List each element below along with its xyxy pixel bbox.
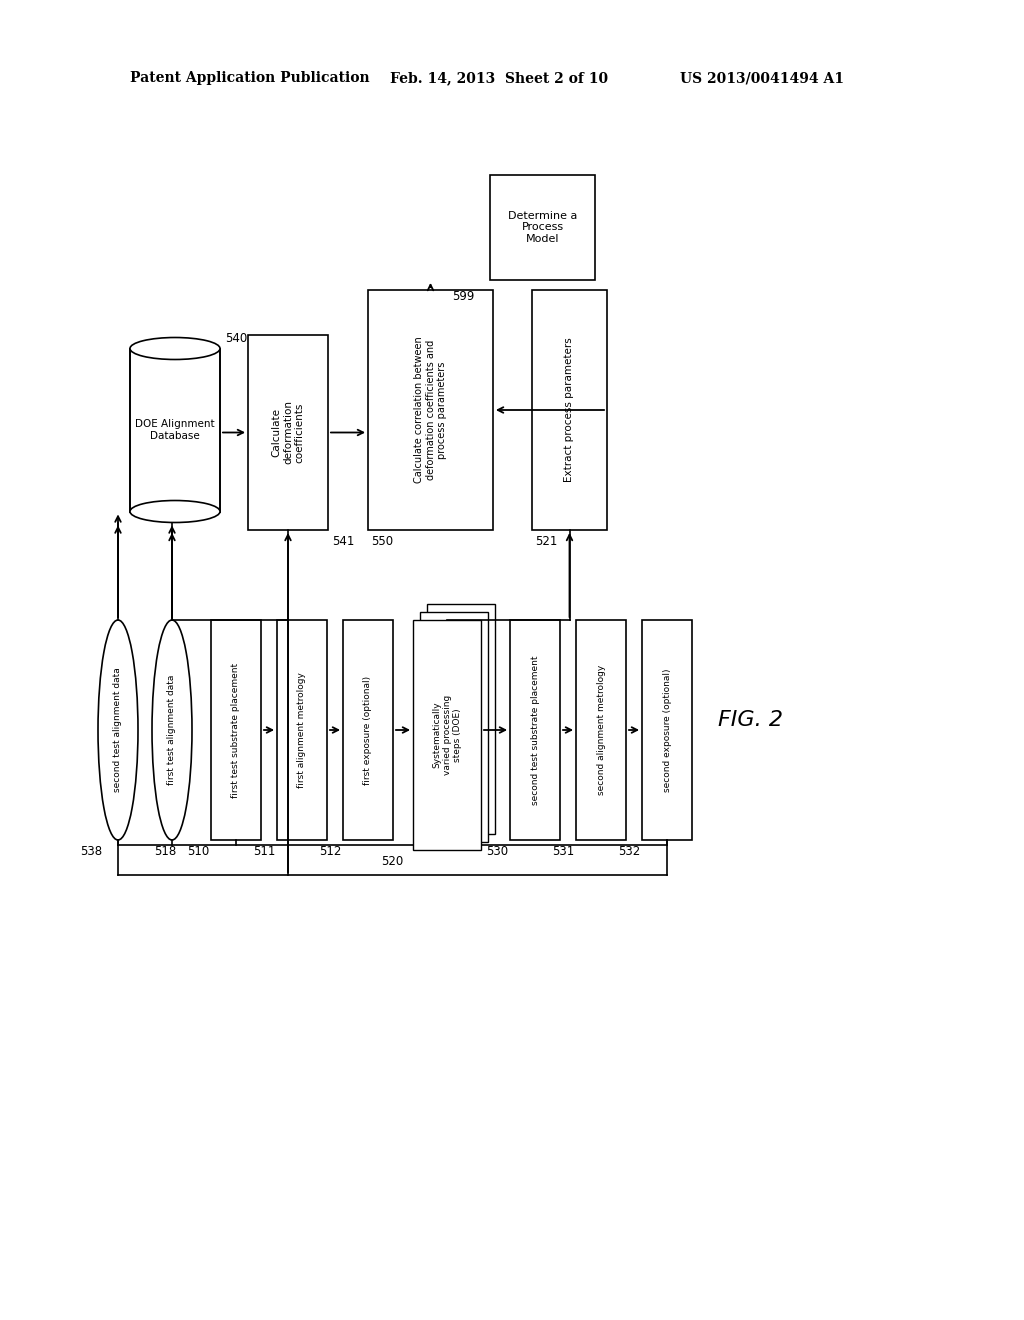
Ellipse shape bbox=[130, 500, 220, 523]
Text: 512: 512 bbox=[318, 845, 341, 858]
Text: first test alignment data: first test alignment data bbox=[168, 675, 176, 785]
Text: first alignment metrology: first alignment metrology bbox=[298, 672, 306, 788]
Text: 521: 521 bbox=[535, 535, 557, 548]
Text: 532: 532 bbox=[617, 845, 640, 858]
Bar bbox=[278, 620, 327, 840]
Text: second test substrate placement: second test substrate placement bbox=[530, 655, 540, 805]
Text: Calculate correlation between
deformation coefficients and
process parameters: Calculate correlation between deformatio… bbox=[414, 337, 447, 483]
Text: second alignment metrology: second alignment metrology bbox=[597, 665, 605, 795]
Bar bbox=[131, 189, 219, 350]
Ellipse shape bbox=[152, 620, 193, 840]
Bar bbox=[248, 335, 328, 531]
Bar bbox=[532, 290, 607, 531]
Bar bbox=[642, 620, 692, 840]
Bar bbox=[368, 290, 493, 531]
Bar bbox=[575, 620, 626, 840]
Text: 538: 538 bbox=[80, 845, 102, 858]
Text: second test alignment data: second test alignment data bbox=[114, 668, 123, 792]
Text: 550: 550 bbox=[371, 535, 393, 548]
Text: Calculate
deformation
coefficients: Calculate deformation coefficients bbox=[271, 400, 304, 465]
Text: 540: 540 bbox=[225, 333, 247, 346]
Bar bbox=[211, 620, 261, 840]
Text: Systematically
varied processing
steps (DOE): Systematically varied processing steps (… bbox=[432, 694, 462, 775]
Ellipse shape bbox=[130, 338, 220, 359]
Ellipse shape bbox=[98, 620, 138, 840]
Text: Determine a
Process
Model: Determine a Process Model bbox=[508, 211, 578, 244]
Text: 530: 530 bbox=[485, 845, 508, 858]
Text: 531: 531 bbox=[552, 845, 574, 858]
Text: DOE Alignment
Database: DOE Alignment Database bbox=[135, 420, 215, 441]
Bar bbox=[490, 176, 595, 280]
Text: first test substrate placement: first test substrate placement bbox=[231, 663, 241, 797]
Text: Extract process parameters: Extract process parameters bbox=[564, 338, 574, 482]
Text: 510: 510 bbox=[186, 845, 209, 858]
Bar bbox=[343, 620, 393, 840]
Text: second exposure (optional): second exposure (optional) bbox=[663, 668, 672, 792]
Text: 599: 599 bbox=[452, 290, 474, 304]
Bar bbox=[413, 620, 481, 850]
Text: US 2013/0041494 A1: US 2013/0041494 A1 bbox=[680, 71, 844, 84]
Text: first exposure (optional): first exposure (optional) bbox=[364, 676, 373, 784]
Bar bbox=[510, 620, 560, 840]
Bar bbox=[420, 612, 488, 842]
Text: 511: 511 bbox=[253, 845, 275, 858]
Text: 520: 520 bbox=[381, 855, 403, 869]
Text: Patent Application Publication: Patent Application Publication bbox=[130, 71, 370, 84]
Bar bbox=[130, 348, 220, 511]
Text: Feb. 14, 2013  Sheet 2 of 10: Feb. 14, 2013 Sheet 2 of 10 bbox=[390, 71, 608, 84]
Bar bbox=[427, 605, 495, 834]
Text: 518: 518 bbox=[154, 845, 176, 858]
Text: 541: 541 bbox=[332, 535, 354, 548]
Text: FIG. 2: FIG. 2 bbox=[718, 710, 782, 730]
